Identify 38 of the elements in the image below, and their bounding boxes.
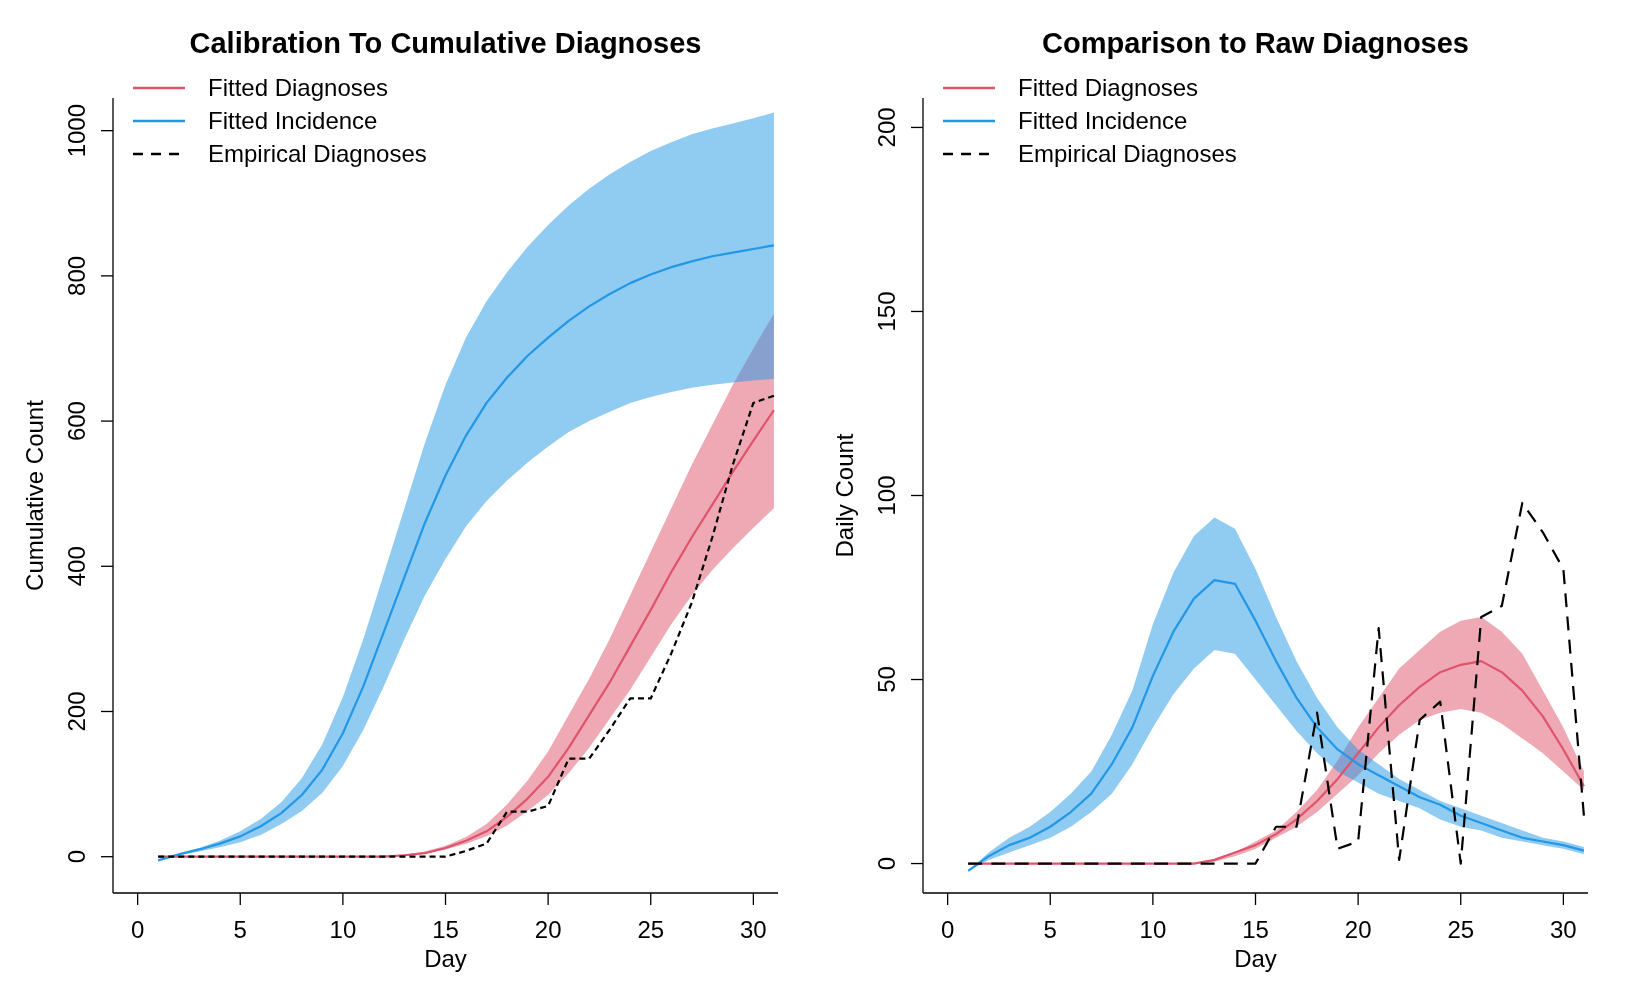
y-tick-label: 400 [63, 546, 90, 587]
x-tick-label: 20 [1344, 916, 1372, 943]
y-tick-label: 50 [873, 666, 900, 693]
x-tick-label: 30 [740, 916, 767, 943]
y-tick-label: 600 [63, 401, 90, 442]
x-tick-label: 30 [1550, 916, 1577, 943]
x-tick-label: 10 [329, 916, 357, 943]
x-tick-label: 15 [432, 916, 459, 943]
legend-label: Empirical Diagnoses [208, 140, 427, 167]
line-series [967, 579, 1585, 873]
x-axis-title: Day [1234, 945, 1277, 972]
x-tick-label: 10 [1139, 916, 1167, 943]
y-tick-label: 800 [63, 255, 90, 296]
x-tick-label: 25 [1447, 916, 1475, 943]
legend-label: Fitted Diagnoses [1018, 74, 1199, 101]
y-tick-label: 150 [873, 291, 900, 332]
y-tick-label: 200 [63, 691, 90, 732]
legend-label: Fitted Incidence [1018, 107, 1188, 134]
x-tick-label: 15 [1242, 916, 1269, 943]
legend-label: Fitted Incidence [208, 107, 378, 134]
legend-label: Empirical Diagnoses [1018, 140, 1237, 167]
x-axis-title: Day [424, 945, 467, 972]
x-tick-label: 20 [534, 916, 562, 943]
x-tick-label: 5 [1043, 916, 1057, 943]
y-tick-label: 0 [63, 850, 90, 864]
y-tick-label: 200 [873, 107, 900, 148]
y-axis-title: Cumulative Count [21, 399, 48, 591]
legend-label: Fitted Diagnoses [208, 74, 389, 101]
y-tick-label: 0 [873, 856, 900, 871]
y-axis-title: Daily Count [831, 433, 858, 558]
x-tick-label: 0 [940, 916, 955, 943]
y-tick-label: 100 [873, 475, 900, 516]
chart-title: Calibration To Cumulative Diagnoses [189, 27, 702, 59]
x-tick-label: 25 [637, 916, 665, 943]
x-tick-label: 0 [130, 916, 145, 943]
chart-title: Comparison to Raw Diagnoses [1041, 27, 1470, 59]
y-tick-label: 1000 [63, 103, 90, 158]
x-tick-label: 5 [233, 916, 247, 943]
